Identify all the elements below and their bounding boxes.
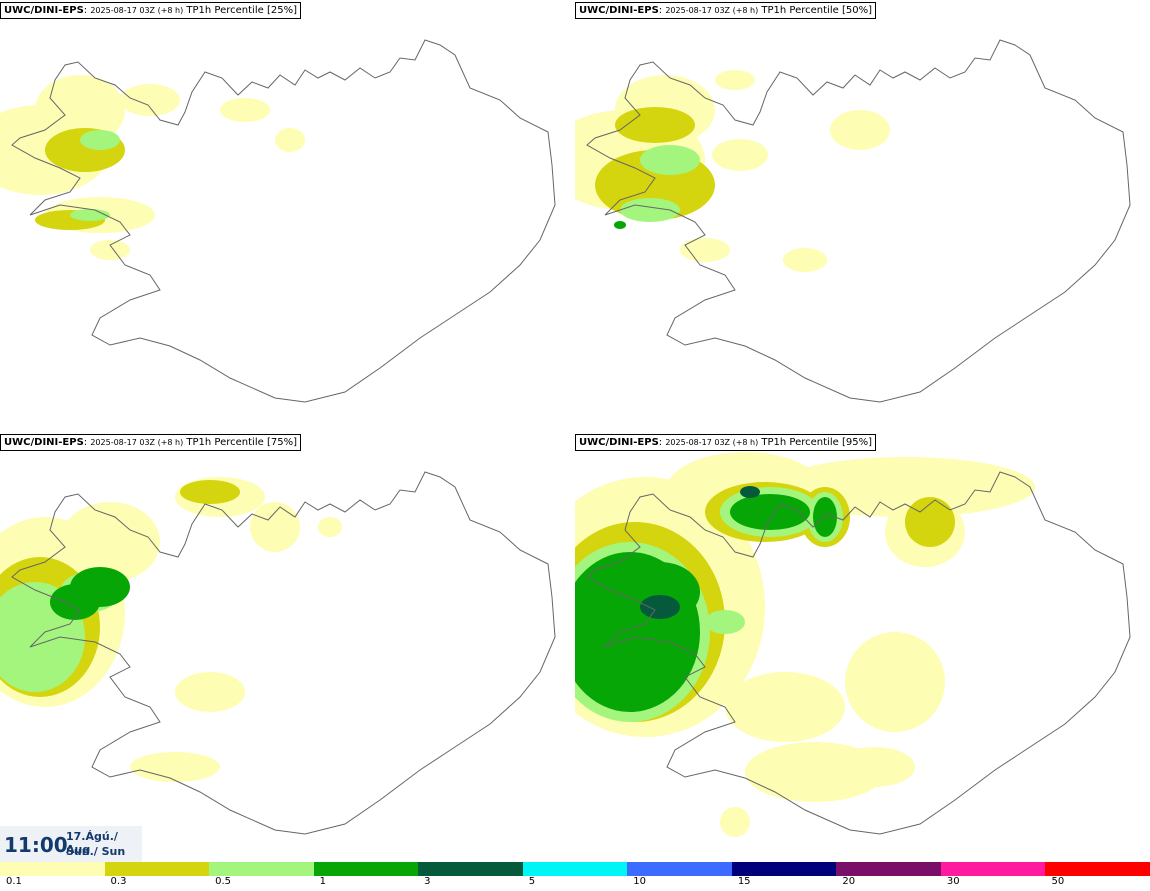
color-scale-tick: 50 xyxy=(1051,876,1065,887)
color-scale-segment xyxy=(418,862,523,876)
color-scale-bar xyxy=(0,862,1150,876)
precip-area xyxy=(712,139,768,171)
precip-area xyxy=(680,238,730,262)
coastline xyxy=(11,39,556,403)
color-scale-tick: 20 xyxy=(842,876,856,887)
precip-area xyxy=(175,672,245,712)
coastline xyxy=(586,471,1131,835)
precip-area xyxy=(640,595,680,619)
precip-area xyxy=(730,494,810,530)
color-scale-segment xyxy=(313,862,419,876)
color-scale-tick: 15 xyxy=(737,876,751,887)
color-scale-segment xyxy=(104,862,210,876)
precip-area xyxy=(813,497,837,537)
precip-area xyxy=(275,128,305,152)
coastline xyxy=(11,471,556,835)
color-scale-segment xyxy=(731,862,837,876)
precip-area xyxy=(120,84,180,116)
color-scale-segment xyxy=(522,862,628,876)
precip-field xyxy=(575,452,1035,837)
precip-area xyxy=(835,747,915,787)
precip-area xyxy=(705,610,745,634)
precip-field xyxy=(0,477,342,782)
color-scale-tick: 1 xyxy=(319,876,326,887)
color-scale-tick: 10 xyxy=(633,876,646,887)
valid-date: 17.Ágú./ Aug xyxy=(66,830,118,856)
precip-area xyxy=(90,240,130,260)
precip-map xyxy=(575,452,1131,837)
valid-time-box: 11:00 17.Ágú./ Aug Sun./ Sun xyxy=(0,826,142,862)
color-scale-segment xyxy=(1045,862,1150,876)
precip-area xyxy=(35,75,125,145)
panel-title: UWC/DINI-EPS: 2025-08-17 03Z (+8 h) TP1h… xyxy=(0,2,301,19)
precip-area xyxy=(740,486,760,498)
color-scale-tick: 0.1 xyxy=(6,876,22,887)
map-panel-50: UWC/DINI-EPS: 2025-08-17 03Z (+8 h) TP1h… xyxy=(575,0,1150,430)
precip-area xyxy=(130,752,220,782)
precip-area xyxy=(180,480,240,504)
valid-day: Sun./ Sun xyxy=(66,845,126,858)
precip-area xyxy=(80,130,120,150)
precip-area xyxy=(640,145,700,175)
precip-area xyxy=(250,502,300,552)
valid-time: 11:00 xyxy=(4,833,68,857)
precip-area xyxy=(50,584,100,620)
color-scale-labels: 0.1 0.3 0.5 1 3 5 10 15 20 30 50 xyxy=(0,876,1150,890)
precip-area xyxy=(720,807,750,837)
precip-area xyxy=(70,209,110,221)
color-scale-segment xyxy=(627,862,732,876)
precip-area xyxy=(845,632,945,732)
color-scale-tick: 30 xyxy=(946,876,960,887)
panel-title: UWC/DINI-EPS: 2025-08-17 03Z (+8 h) TP1h… xyxy=(0,434,301,451)
map-panel-75: UWC/DINI-EPS: 2025-08-17 03Z (+8 h) TP1h… xyxy=(0,432,575,862)
color-scale-tick: 3 xyxy=(424,876,431,887)
precip-area xyxy=(725,672,845,742)
precip-area xyxy=(620,198,680,222)
precip-area xyxy=(830,110,890,150)
color-scale-segment xyxy=(0,862,105,876)
color-scale-tick: 0.3 xyxy=(110,876,127,887)
precip-area xyxy=(783,248,827,272)
precip-field xyxy=(0,75,305,260)
precip-area xyxy=(615,107,695,143)
precip-area xyxy=(905,497,955,547)
precip-area xyxy=(318,517,342,537)
panel-title: UWC/DINI-EPS: 2025-08-17 03Z (+8 h) TP1h… xyxy=(575,2,876,19)
map-panel-25: UWC/DINI-EPS: 2025-08-17 03Z (+8 h) TP1h… xyxy=(0,0,575,430)
color-scale-tick: 0.5 xyxy=(215,876,231,887)
color-scale-segment xyxy=(836,862,941,876)
precip-area xyxy=(614,221,626,229)
color-scale-tick: 5 xyxy=(528,876,536,887)
coastline xyxy=(586,39,1131,403)
precip-area xyxy=(715,70,755,90)
precip-map xyxy=(575,39,1131,403)
map-panel-95: UWC/DINI-EPS: 2025-08-17 03Z (+8 h) TP1h… xyxy=(575,432,1150,862)
precip-map xyxy=(0,39,556,403)
color-scale-segment xyxy=(940,862,1046,876)
precip-area xyxy=(220,98,270,122)
color-scale-segment xyxy=(209,862,314,876)
precip-map xyxy=(0,471,556,835)
precip-field xyxy=(575,70,890,272)
panel-title: UWC/DINI-EPS: 2025-08-17 03Z (+8 h) TP1h… xyxy=(575,434,876,451)
precip-area xyxy=(60,502,160,582)
